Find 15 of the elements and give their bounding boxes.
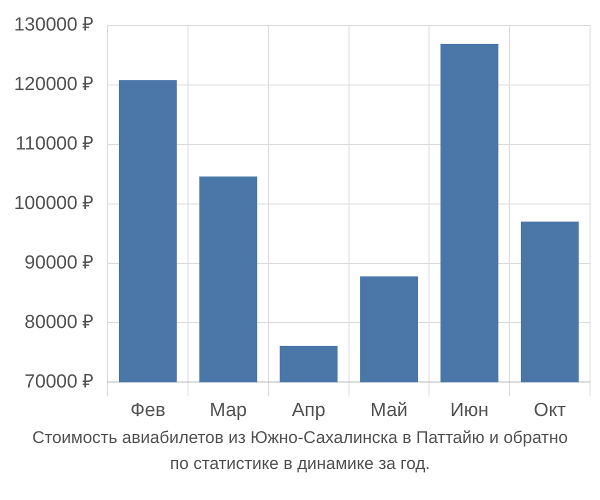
x-tick-label: Апр: [292, 400, 326, 421]
y-tick-label: 90000 ₽: [24, 252, 94, 274]
x-tick-label: Май: [370, 400, 408, 421]
text: Стоимость авиабилетов из Южно-Сахалинска в Паттайю и обратно: [31, 427, 569, 449]
y-tick-label: 120000 ₽: [14, 74, 94, 96]
text: по статистике в динамике за год.: [169, 453, 431, 475]
y-tick-label: 70000 ₽: [24, 371, 94, 392]
x-tick-label: Мар: [210, 400, 247, 421]
x-tick-label: Окт: [534, 400, 566, 421]
y-tick-label: 130000 ₽: [14, 14, 94, 36]
y-tick-label: 80000 ₽: [24, 312, 94, 333]
x-tick-label: Июн: [450, 400, 489, 421]
x-tick-label: Фев: [130, 400, 166, 421]
y-tick-label: 100000 ₽: [14, 193, 94, 214]
y-tick-label: 110000 ₽: [15, 134, 94, 155]
